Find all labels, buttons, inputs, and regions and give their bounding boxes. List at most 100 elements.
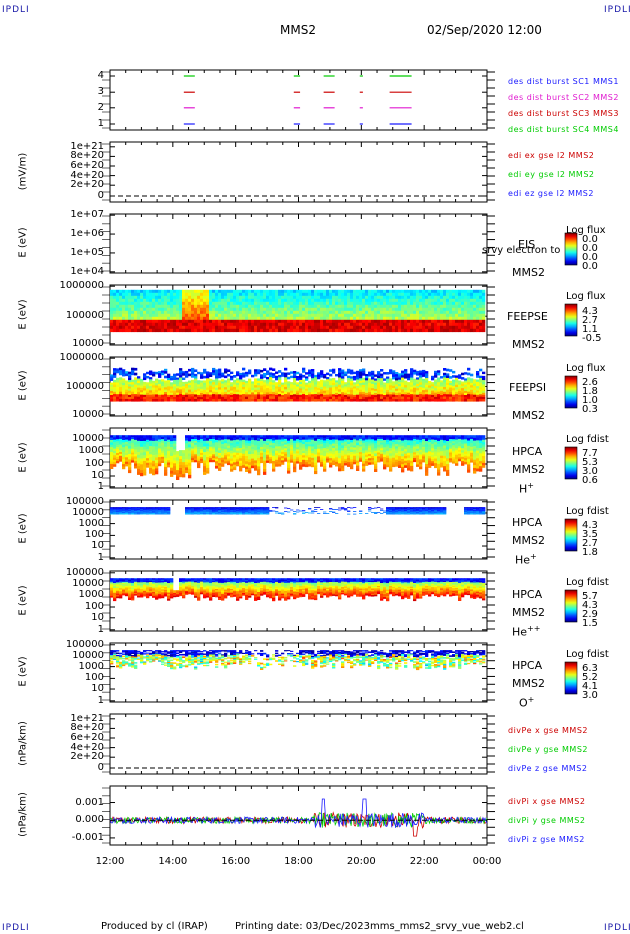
- spectro-cell-feepse: [395, 328, 399, 333]
- spectro-cell-feepsi: [113, 379, 117, 383]
- spectro-cell-feepsi: [419, 398, 423, 402]
- spectro-cell-hpca_h: [254, 457, 258, 461]
- spectro-cell-feepsi: [176, 377, 180, 381]
- spectro-cell-feepse: [353, 319, 357, 324]
- spectro-cell-feepse: [224, 328, 228, 333]
- spectro-cell-hpca_h: [245, 437, 249, 441]
- spectro-cell-feepse: [449, 289, 453, 294]
- spectro-cell-hpca_h: [230, 443, 234, 446]
- spectro-cell-feepsi: [434, 379, 438, 382]
- spectro-cell-hpca_h: [248, 451, 252, 455]
- spectro-cell-feepsi: [311, 396, 315, 400]
- spectro-cell-hpca_h: [209, 440, 213, 444]
- spectro-cell-feepse: [230, 325, 234, 330]
- spectro-cell-feepsi: [425, 380, 429, 383]
- spectro-cell-hpca_h: [221, 439, 225, 443]
- spectro-cell-feepsi: [257, 380, 261, 384]
- spectro-cell-feepsi: [425, 389, 429, 393]
- spectro-cell-feepsi: [365, 390, 369, 394]
- spectro-cell-feepse: [191, 295, 195, 300]
- spectro-cell-feepsi: [167, 392, 171, 396]
- spectro-cell-feepsi: [191, 389, 195, 392]
- spectro-cell-feepsi: [383, 382, 387, 385]
- spectro-cell-feepse: [320, 310, 324, 315]
- spectro-cell-feepse: [203, 310, 207, 315]
- spectro-cell-feepsi: [473, 383, 477, 387]
- spectro-cell-feepse: [311, 304, 315, 309]
- spectro-cell-feepsi: [308, 389, 312, 393]
- spectro-cell-feepsi: [326, 377, 330, 380]
- spectro-cell-feepse: [113, 319, 117, 324]
- spectro-cell-feepsi: [293, 389, 297, 393]
- spectro-cell-feepse: [452, 322, 456, 327]
- spectro-cell-hpca_h: [170, 461, 174, 466]
- spectro-cell-feepse: [482, 322, 486, 327]
- spectro-cell-feepse: [116, 325, 120, 330]
- spectro-cell-feepse: [191, 301, 195, 306]
- spectro-cell-hpca_h: [236, 455, 240, 458]
- spectro-cell-feepse: [476, 322, 480, 327]
- spectro-cell-feepsi: [422, 378, 426, 382]
- spectro-cell-feepse: [350, 292, 354, 297]
- panel-frame-divpi: [109, 785, 488, 846]
- spectro-cell-feepsi: [476, 392, 480, 396]
- spectro-cell-hpca_h: [152, 463, 156, 467]
- spectro-cell-feepse: [131, 307, 135, 312]
- spectro-cell-feepsi: [449, 376, 453, 379]
- spectro-cell-feepse: [299, 301, 303, 306]
- spectro-cell-feepse: [347, 307, 351, 312]
- spectro-cell-feepsi: [371, 396, 375, 400]
- spectro-cell-feepse: [230, 310, 234, 315]
- spectro-cell-feepsi: [374, 374, 378, 377]
- spectro-cell-feepse: [320, 313, 324, 318]
- spectro-cell-feepse: [299, 292, 303, 297]
- spectro-cell-feepse: [212, 307, 216, 312]
- spectro-cell-feepse: [254, 325, 258, 330]
- spectro-cell-feepse: [131, 319, 135, 324]
- spectro-cell-feepsi: [311, 389, 315, 393]
- spectro-cell-feepse: [413, 316, 417, 321]
- spectro-cell-hpca_h: [266, 460, 270, 463]
- spectro-cell-feepsi: [434, 396, 438, 400]
- spectro-cell-feepse: [242, 295, 246, 300]
- spectro-cell-feepse: [128, 313, 132, 318]
- spectro-cell-feepse: [419, 316, 423, 321]
- spectro-cell-feepse: [398, 289, 402, 294]
- spectro-cell-hpca_h: [269, 441, 273, 444]
- spectro-cell-feepsi: [224, 398, 228, 402]
- spectro-cell-hpca_h: [197, 451, 201, 455]
- spectro-cell-feepse: [278, 328, 282, 333]
- spectro-cell-feepse: [350, 328, 354, 333]
- spectro-cell-feepse: [128, 322, 132, 327]
- spectro-cell-feepse: [305, 313, 309, 318]
- spectro-cell-hpca_h: [251, 463, 255, 466]
- spectro-cell-hpca_h: [221, 444, 225, 447]
- spectro-cell-hpca_h: [227, 456, 231, 459]
- spectro-cell-feepsi: [200, 374, 204, 377]
- spectro-cell-feepsi: [137, 380, 141, 384]
- corner-label-bottom-right: IPDLI: [604, 923, 630, 933]
- spectro-cell-feepse: [179, 328, 183, 333]
- spectro-cell-feepsi: [155, 389, 159, 393]
- spectro-cell-feepsi: [116, 387, 120, 390]
- spectro-cell-feepsi: [446, 398, 450, 402]
- spectro-cell-feepsi: [413, 381, 417, 384]
- spectro-cell-feepse: [218, 289, 222, 294]
- spectro-cell-feepse: [395, 298, 399, 303]
- spectro-cell-hpca_h: [242, 442, 246, 445]
- spectro-cell-feepse: [233, 316, 237, 321]
- spectro-cell-feepse: [251, 328, 255, 333]
- spectro-cell-feepsi: [122, 392, 126, 395]
- spectro-cell-feepse: [368, 325, 372, 330]
- spectro-cell-feepse: [413, 295, 417, 300]
- spectro-cell-hpca_h: [128, 470, 132, 474]
- spectro-cell-feepse: [215, 310, 219, 315]
- spectro-cell-feepse: [401, 304, 405, 309]
- spectro-cell-hpca_h: [152, 455, 156, 459]
- spectro-cell-hpca_h: [254, 467, 258, 471]
- spectro-cell-hpca_h: [206, 470, 210, 474]
- spectro-cell-feepse: [311, 313, 315, 318]
- spectro-cell-hpca_h: [248, 464, 252, 468]
- spectro-cell-hpca_h: [185, 451, 189, 455]
- spectro-cell-feepsi: [122, 378, 126, 381]
